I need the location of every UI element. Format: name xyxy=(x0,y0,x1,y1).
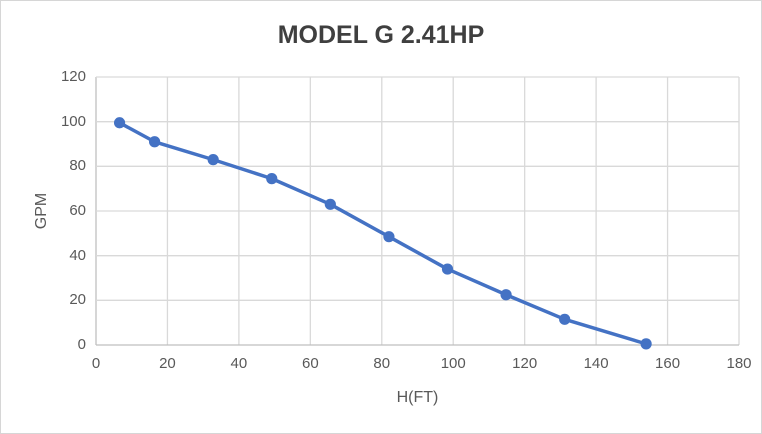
x-tick-label: 20 xyxy=(159,355,176,372)
data-point-marker xyxy=(383,231,395,243)
series-line xyxy=(117,121,648,346)
y-tick-label: 80 xyxy=(69,157,86,175)
data-point-marker xyxy=(266,173,278,185)
x-tick-label: 160 xyxy=(655,355,681,372)
data-point-marker xyxy=(207,154,219,166)
data-point-marker xyxy=(148,136,161,148)
data-point-marker xyxy=(441,263,454,275)
data-point-marker xyxy=(113,117,126,129)
chart-title: MODEL G 2.41HP xyxy=(277,21,485,49)
x-tick-label: 140 xyxy=(583,355,609,372)
y-tick-label: 60 xyxy=(69,202,86,219)
y-tick-label: 0 xyxy=(77,336,86,353)
data-point-marker xyxy=(324,198,336,210)
y-tick-label: 100 xyxy=(60,112,86,130)
x-tick-label: 100 xyxy=(440,355,466,372)
y-tick-label: 40 xyxy=(69,246,86,264)
x-tick-label: 120 xyxy=(512,355,538,372)
data-point-marker xyxy=(640,338,652,350)
data-point-marker xyxy=(559,313,571,325)
x-tick-label: 180 xyxy=(726,355,752,372)
x-tick-label: 80 xyxy=(373,355,391,372)
y-tick-label: 20 xyxy=(69,291,86,309)
x-axis-title: H(FT) xyxy=(396,389,439,406)
y-tick-label: 120 xyxy=(60,68,86,85)
x-tick-label: 0 xyxy=(91,355,101,372)
x-tick-label: 60 xyxy=(301,355,319,372)
x-tick-label: 40 xyxy=(230,355,248,372)
data-point-marker xyxy=(500,289,512,301)
